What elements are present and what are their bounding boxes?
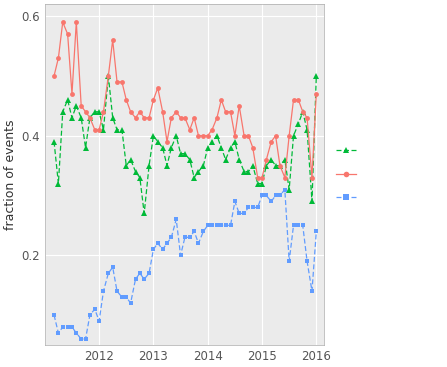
Legend: , , : , , bbox=[333, 143, 362, 206]
Y-axis label: fraction of events: fraction of events bbox=[4, 119, 17, 230]
